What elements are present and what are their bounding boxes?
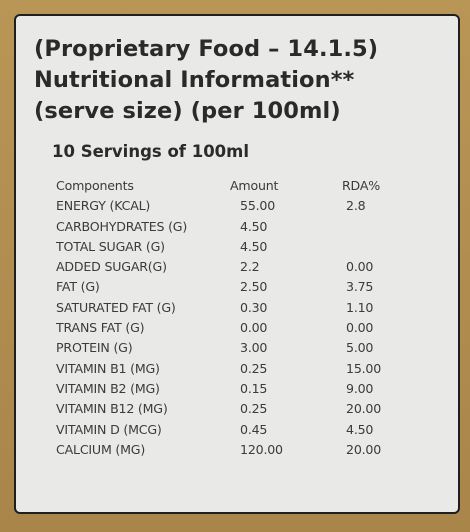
rda-value: 5.00 bbox=[346, 340, 374, 356]
table-row: VITAMIN D (MCG) 0.45 4.50 bbox=[56, 420, 436, 440]
component-name: ENERGY (KCAL) bbox=[56, 198, 151, 214]
nutrition-table: Components Amount RDA% ENERGY (KCAL) 55.0… bbox=[56, 176, 436, 460]
nutrition-panel bbox=[14, 14, 460, 514]
table-row: TOTAL SUGAR (G) 4.50 bbox=[56, 237, 436, 257]
title-line-1: (Proprietary Food – 14.1.5) bbox=[34, 36, 379, 62]
header-rda: RDA% bbox=[342, 178, 381, 193]
table-row: ENERGY (KCAL) 55.00 2.8 bbox=[56, 196, 436, 216]
amount-value: 2.2 bbox=[240, 259, 260, 275]
amount-value: 0.15 bbox=[240, 380, 268, 396]
table-row: VITAMIN B12 (MG) 0.25 20.00 bbox=[56, 399, 436, 419]
table-row: ADDED SUGAR(G) 2.2 0.00 bbox=[56, 257, 436, 277]
table-row: FAT (G) 2.50 3.75 bbox=[56, 277, 436, 297]
header-components: Components bbox=[56, 178, 134, 193]
rda-value: 3.75 bbox=[346, 279, 374, 295]
rda-value: 15.00 bbox=[346, 360, 382, 376]
table-row: SATURATED FAT (G) 0.30 1.10 bbox=[56, 298, 436, 318]
component-name: VITAMIN B2 (MG) bbox=[56, 380, 160, 396]
table-row: CALCIUM (MG) 120.00 20.00 bbox=[56, 440, 436, 460]
rda-value: 1.10 bbox=[346, 299, 374, 315]
table-row: TRANS FAT (G) 0.00 0.00 bbox=[56, 318, 436, 338]
table-row: VITAMIN B2 (MG) 0.15 9.00 bbox=[56, 379, 436, 399]
component-name: VITAMIN D (MCG) bbox=[56, 421, 162, 437]
amount-value: 0.25 bbox=[240, 360, 268, 376]
component-name: VITAMIN B1 (MG) bbox=[56, 360, 160, 376]
header-amount: Amount bbox=[230, 178, 279, 193]
amount-value: 0.45 bbox=[240, 421, 268, 437]
servings-text: 10 Servings of 100ml bbox=[52, 142, 250, 161]
rda-value: 4.50 bbox=[346, 421, 374, 437]
amount-value: 2.50 bbox=[240, 279, 268, 295]
component-name: CARBOHYDRATES (G) bbox=[56, 218, 188, 234]
table-header-row: Components Amount RDA% bbox=[56, 176, 436, 196]
component-name: CALCIUM (MG) bbox=[56, 441, 146, 457]
rda-value: 0.00 bbox=[346, 259, 374, 275]
title-line-2: Nutritional Information** bbox=[34, 67, 355, 93]
rda-value: 2.8 bbox=[346, 198, 366, 214]
rda-value: 20.00 bbox=[346, 401, 382, 417]
title-line-3: (serve size) (per 100ml) bbox=[34, 98, 341, 124]
amount-value: 0.00 bbox=[240, 320, 268, 336]
nutrition-title: (Proprietary Food – 14.1.5) Nutritional … bbox=[34, 34, 454, 127]
table-row: VITAMIN B1 (MG) 0.25 15.00 bbox=[56, 359, 436, 379]
rda-value: 9.00 bbox=[346, 380, 374, 396]
rda-value: 20.00 bbox=[346, 441, 382, 457]
amount-value: 55.00 bbox=[240, 198, 276, 214]
amount-value: 3.00 bbox=[240, 340, 268, 356]
table-row: CARBOHYDRATES (G) 4.50 bbox=[56, 217, 436, 237]
amount-value: 0.30 bbox=[240, 299, 268, 315]
component-name: ADDED SUGAR(G) bbox=[56, 259, 167, 275]
amount-value: 4.50 bbox=[240, 238, 268, 254]
amount-value: 0.25 bbox=[240, 401, 268, 417]
component-name: FAT (G) bbox=[56, 279, 100, 295]
table-row: PROTEIN (G) 3.00 5.00 bbox=[56, 338, 436, 358]
rda-value: 0.00 bbox=[346, 320, 374, 336]
component-name: TRANS FAT (G) bbox=[56, 320, 145, 336]
component-name: PROTEIN (G) bbox=[56, 340, 133, 356]
amount-value: 4.50 bbox=[240, 218, 268, 234]
component-name: VITAMIN B12 (MG) bbox=[56, 401, 168, 417]
component-name: TOTAL SUGAR (G) bbox=[56, 238, 165, 254]
amount-value: 120.00 bbox=[240, 441, 283, 457]
component-name: SATURATED FAT (G) bbox=[56, 299, 176, 315]
